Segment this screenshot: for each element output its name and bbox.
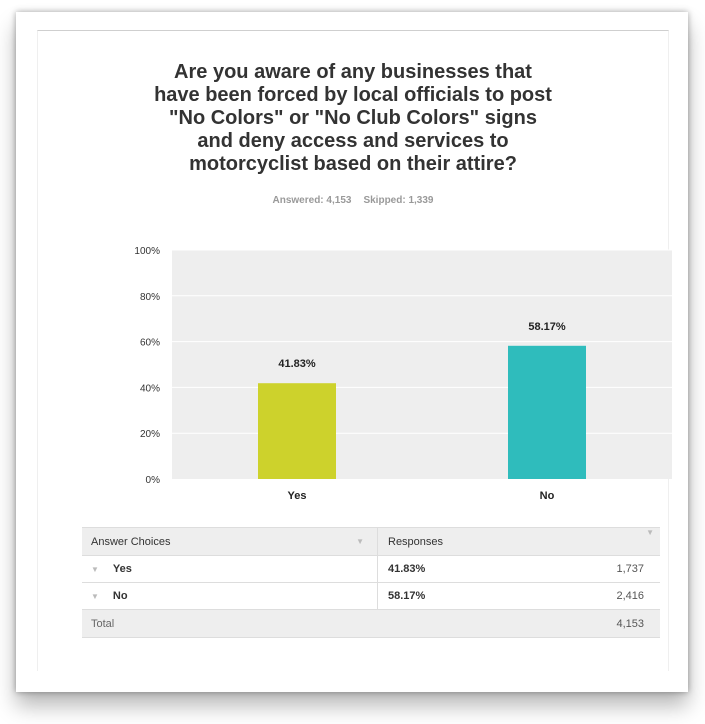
answer-choice: Yes xyxy=(112,563,132,575)
answer-choices-header-label: Answer Choices xyxy=(91,535,171,548)
y-tick-label: 60% xyxy=(140,338,160,349)
survey-card: Are you aware of any businesses that hav… xyxy=(16,12,688,692)
expand-caret-icon[interactable]: ▼ xyxy=(91,564,99,574)
responses-header[interactable]: Responses ▼ xyxy=(377,528,660,555)
skipped-count: Skipped: 1,339 xyxy=(363,195,434,206)
x-category-label: Yes xyxy=(288,490,307,501)
question-panel: Are you aware of any businesses that hav… xyxy=(37,30,672,671)
table-header-row: Answer Choices ▼ Responses ▼ xyxy=(82,527,660,556)
total-label: Total xyxy=(91,617,115,630)
response-count: 2,416 xyxy=(616,590,644,602)
sort-caret-icon[interactable]: ▼ xyxy=(646,528,654,537)
responses-table: Answer Choices ▼ Responses ▼ ▼ Yes 41.83… xyxy=(82,527,660,638)
response-stats: Answered: 4,153 Skipped: 1,339 xyxy=(38,195,668,206)
plot-area xyxy=(172,250,672,479)
y-tick-label: 20% xyxy=(140,429,160,440)
total-count: 4,153 xyxy=(616,617,644,630)
y-tick-label: 80% xyxy=(140,292,160,303)
table-row: ▼ No 58.17% 2,416 xyxy=(82,583,660,610)
answered-count: Answered: 4,153 xyxy=(272,195,352,206)
data-label: 58.17% xyxy=(528,321,566,333)
bar-yes xyxy=(258,383,336,479)
question-title: Are you aware of any businesses that hav… xyxy=(154,61,552,175)
y-tick-label: 40% xyxy=(140,383,160,394)
response-percent: 58.17% xyxy=(388,590,426,602)
data-label: 41.83% xyxy=(278,358,316,370)
answer-choices-header[interactable]: Answer Choices ▼ xyxy=(82,528,374,555)
bar-chart: 0% 20% 40% 60% 80% 100% 41.83% Yes 58.17% No xyxy=(134,246,672,501)
response-count: 1,737 xyxy=(616,563,644,575)
expand-caret-icon[interactable]: ▼ xyxy=(91,591,99,601)
table-row: ▼ Yes 41.83% 1,737 xyxy=(82,556,660,583)
x-category-label: No xyxy=(540,490,555,501)
y-tick-label: 0% xyxy=(146,475,161,486)
answer-choice: No xyxy=(112,590,128,602)
response-percent: 41.83% xyxy=(388,563,426,575)
table-total-row: Total 4,153 xyxy=(82,610,660,638)
bar-no xyxy=(508,345,586,479)
y-tick-label: 100% xyxy=(134,246,160,257)
sort-caret-icon[interactable]: ▼ xyxy=(356,537,364,546)
responses-header-label: Responses xyxy=(388,535,444,548)
